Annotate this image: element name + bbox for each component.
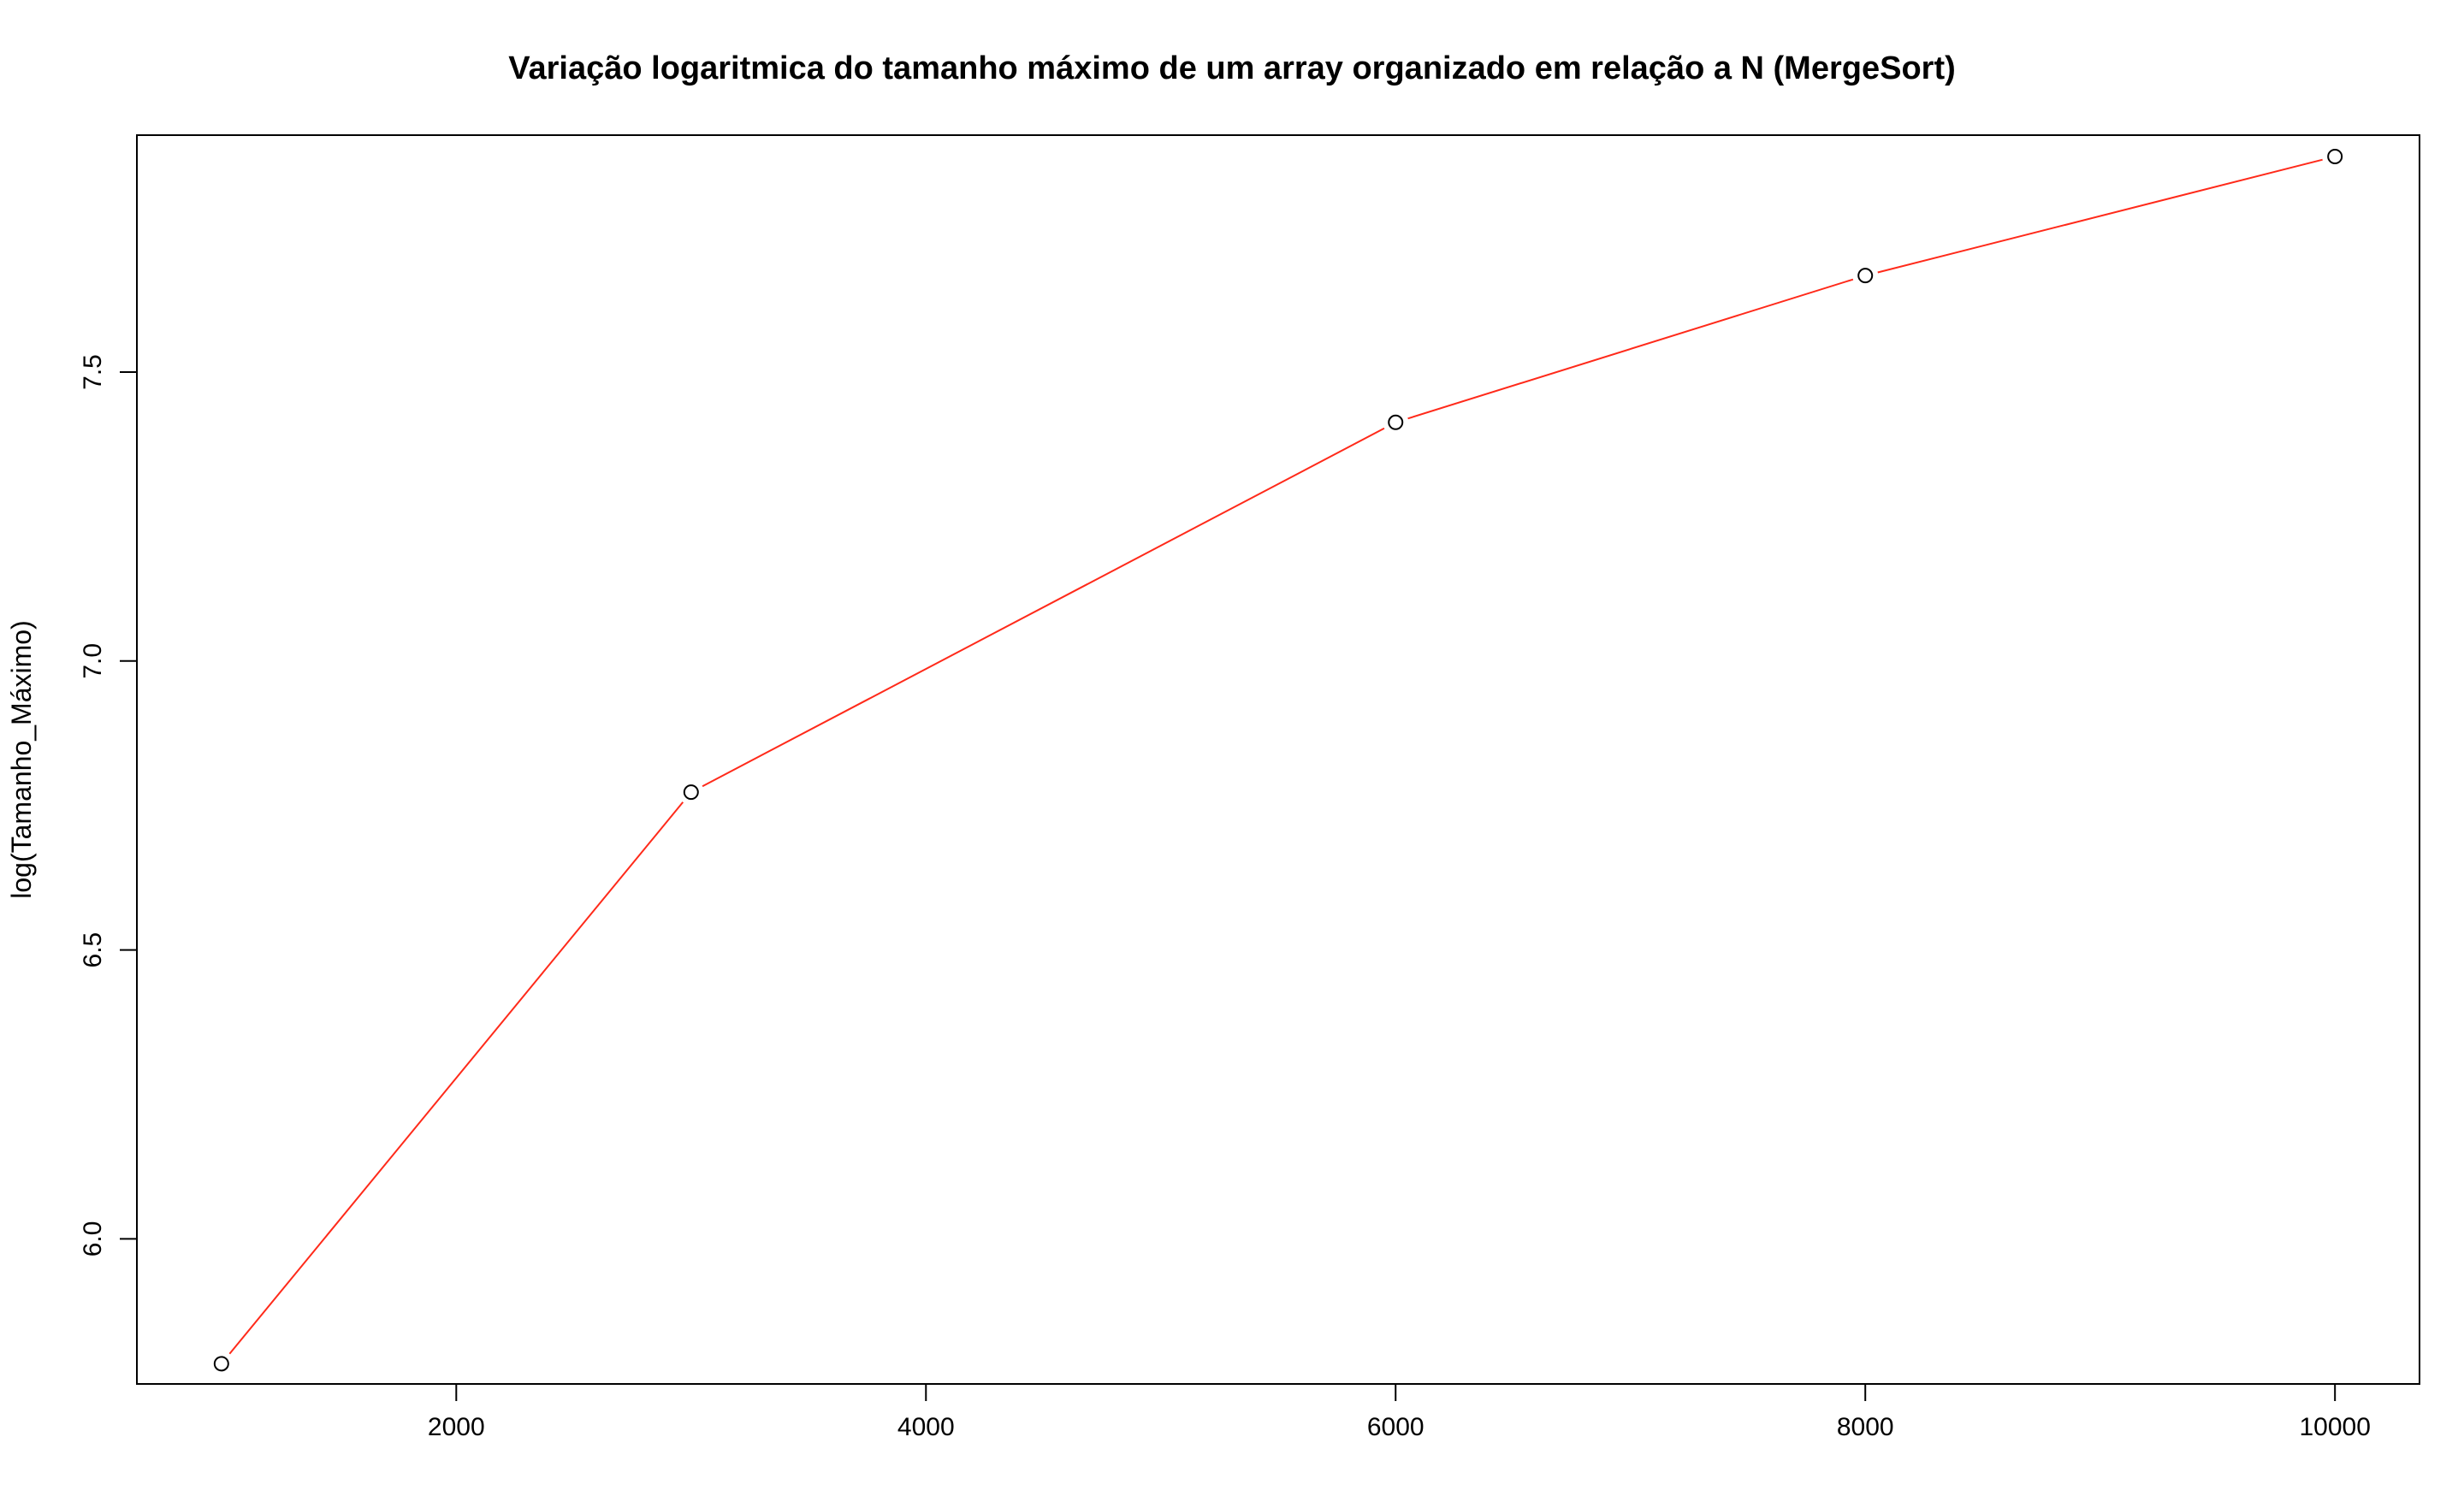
y-tick-label: 6.5 [79,932,107,968]
chart-title: Variação logaritmica do tamanho máximo d… [508,50,1956,86]
y-tick-label: 7.5 [79,354,107,390]
series-line-segment [1407,278,1854,420]
x-tick-label: 2000 [428,1413,485,1441]
data-point [213,1356,229,1372]
series-line-segment [702,427,1385,788]
x-tick-label: 10000 [2299,1413,2370,1441]
series-layer [213,148,2343,1372]
x-tick-label: 8000 [1837,1413,1894,1441]
y-axis-label: log(Tamanho_Máximo) [6,620,37,898]
data-point [683,784,699,801]
plot-frame [136,134,2420,1385]
y-tick-label: 7.0 [79,643,107,679]
data-point [1857,268,1874,284]
y-tick-label: 6.0 [79,1221,107,1257]
x-axis: 2000 4000 6000 8000 10000 [428,1384,2371,1441]
x-tick-label: 4000 [897,1413,955,1441]
series-line-segment [228,801,684,1355]
data-point [2327,148,2343,164]
data-point [1388,414,1404,430]
x-tick-label: 6000 [1367,1413,1424,1441]
y-axis: 6.0 6.5 7.0 7.5 [79,354,137,1257]
series-line-segment [1877,158,2323,274]
